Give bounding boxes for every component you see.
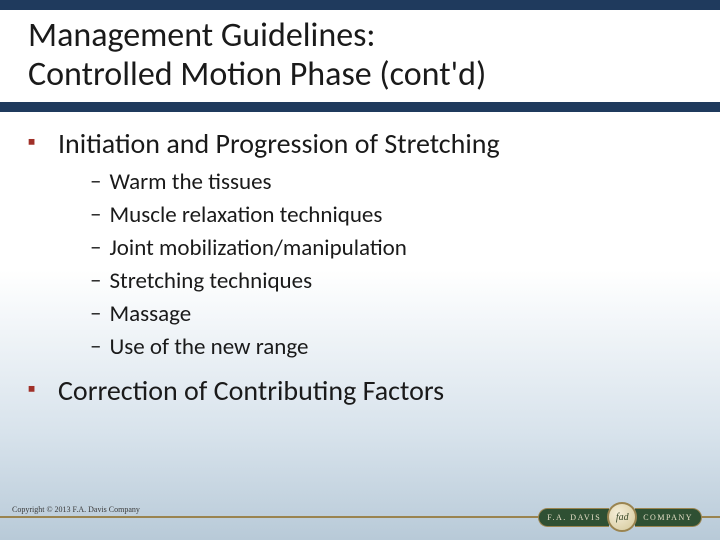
sub-bullet-text: Warm the tissues: [109, 167, 271, 198]
dash-icon: –: [90, 332, 101, 360]
square-bullet-icon: ▪: [28, 377, 44, 401]
title-underline-bar: [0, 102, 720, 112]
dash-icon: –: [90, 200, 101, 228]
sub-bullet-text: Joint mobilization/manipulation: [109, 233, 406, 264]
main-bullet: ▪ Correction of Contributing Factors: [28, 373, 692, 408]
footer: Copyright © 2013 F.A. Davis Company F.A.…: [0, 494, 720, 540]
title-line-1: Management Guidelines:: [28, 15, 376, 56]
dash-icon: –: [90, 266, 101, 294]
logo-text-right: COMPANY: [635, 508, 702, 527]
copyright-text: Copyright © 2013 F.A. Davis Company: [12, 505, 140, 514]
square-bullet-icon: ▪: [28, 130, 44, 154]
logo-text-left: F.A. DAVIS: [538, 508, 609, 527]
title-line-2: Controlled Motion Phase (cont'd): [28, 54, 486, 95]
sub-bullet-text: Muscle relaxation techniques: [109, 200, 382, 231]
sub-bullet: – Use of the new range: [90, 332, 692, 363]
sub-bullet: – Massage: [90, 299, 692, 330]
logo-emblem-icon: fad: [607, 502, 637, 532]
main-bullet-text: Correction of Contributing Factors: [58, 373, 444, 408]
slide-title: Management Guidelines: Controlled Motion…: [28, 16, 692, 94]
content-area: ▪ Initiation and Progression of Stretchi…: [0, 112, 720, 408]
sub-bullet: – Warm the tissues: [90, 167, 692, 198]
sub-bullet-text: Stretching techniques: [109, 266, 312, 297]
main-bullet-text: Initiation and Progression of Stretching: [58, 126, 500, 161]
publisher-logo: F.A. DAVIS fad COMPANY: [538, 502, 702, 532]
title-area: Management Guidelines: Controlled Motion…: [0, 10, 720, 102]
sub-bullet-text: Massage: [109, 299, 191, 330]
sub-bullet: – Stretching techniques: [90, 266, 692, 297]
sub-bullet: – Muscle relaxation techniques: [90, 200, 692, 231]
sub-bullet-text: Use of the new range: [109, 332, 308, 363]
dash-icon: –: [90, 167, 101, 195]
dash-icon: –: [90, 299, 101, 327]
top-accent-bar: [0, 0, 720, 10]
sub-list: – Warm the tissues – Muscle relaxation t…: [90, 167, 692, 363]
dash-icon: –: [90, 233, 101, 261]
sub-bullet: – Joint mobilization/manipulation: [90, 233, 692, 264]
main-bullet: ▪ Initiation and Progression of Stretchi…: [28, 126, 692, 161]
